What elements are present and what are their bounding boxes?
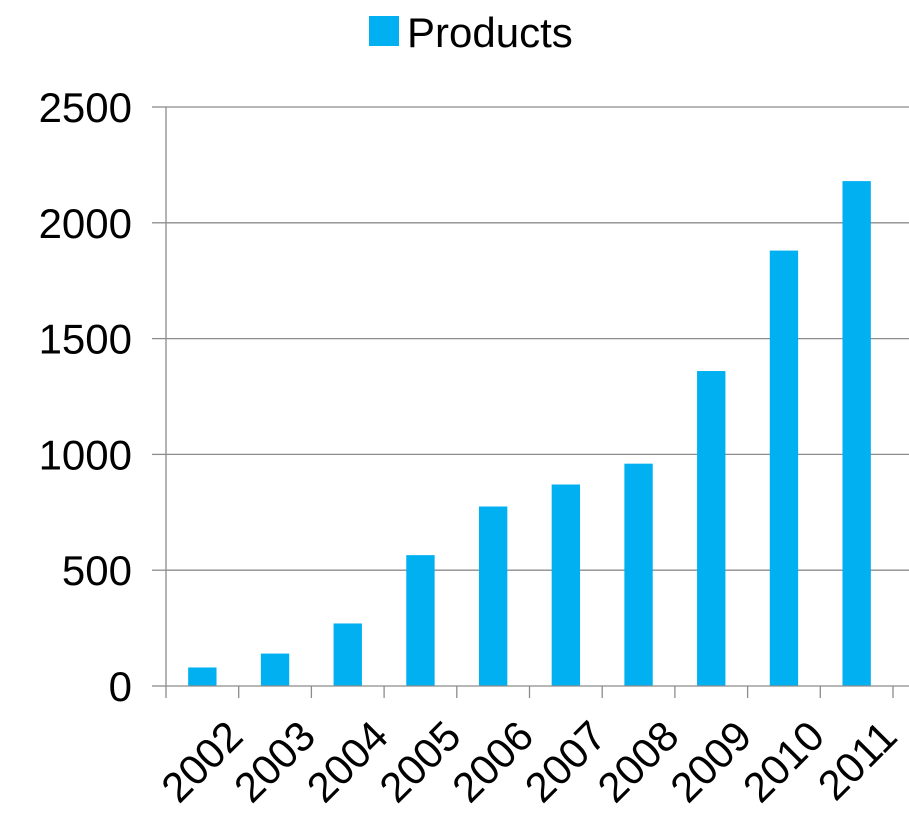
bar-2008 (624, 463, 653, 686)
y-tick-label: 0 (109, 663, 132, 710)
bar-2003 (260, 653, 290, 686)
y-axis-ticks: 0 500 1000 1500 2000 2500 (39, 84, 166, 710)
legend-swatch-products (369, 16, 399, 46)
x-tick-label: 2005 (370, 712, 469, 811)
y-tick-label: 500 (62, 547, 132, 594)
x-tick-label: 2011 (809, 712, 906, 809)
x-tick-label: 2009 (661, 712, 760, 811)
bar-2002 (188, 667, 217, 686)
y-tick-label: 1500 (39, 316, 132, 363)
x-tick-label: 2008 (588, 712, 687, 811)
bar-2006 (478, 506, 508, 686)
x-tick-label: 2004 (298, 712, 397, 811)
x-tick-label: 2002 (152, 712, 251, 811)
y-tick-label: 2000 (39, 200, 132, 247)
bar-2005 (406, 555, 435, 686)
bar-2004 (333, 623, 362, 686)
x-tick-label: 2006 (443, 712, 542, 811)
bar-2011 (842, 181, 871, 686)
bar-2007 (551, 484, 581, 686)
x-tick-label: 2010 (734, 712, 833, 811)
y-tick-label: 1000 (39, 431, 132, 478)
legend-label-products: Products (407, 9, 573, 56)
legend: Products (369, 9, 573, 56)
y-tick-label: 2500 (39, 84, 132, 131)
axes (165, 107, 909, 687)
x-tick-label: 2003 (225, 712, 324, 811)
bar-2010 (769, 250, 799, 687)
bars (188, 181, 871, 687)
x-tick-label: 2007 (516, 712, 615, 811)
bar-2009 (697, 371, 726, 686)
